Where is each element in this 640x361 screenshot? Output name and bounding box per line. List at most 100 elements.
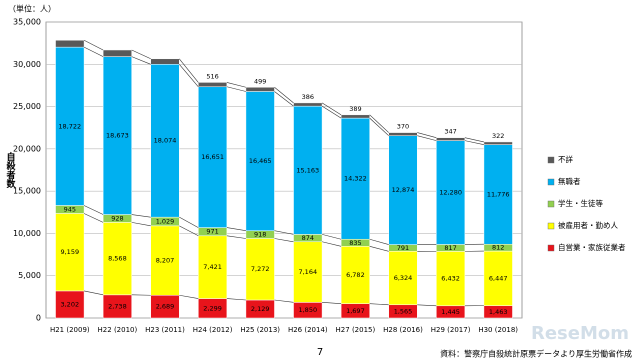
value-label: 874	[302, 234, 314, 242]
value-label: 1,445	[441, 308, 460, 316]
bar-segment	[198, 82, 228, 88]
value-label: 389	[349, 105, 361, 113]
page-number: 7	[317, 347, 323, 358]
y-tick-label: 25,000	[13, 102, 41, 111]
series-line	[274, 87, 294, 104]
value-label: 9,159	[60, 248, 79, 256]
series-line	[226, 227, 246, 232]
series-line	[464, 140, 484, 145]
legend-swatch	[547, 244, 555, 252]
x-tick-label: H25 (2013)	[240, 326, 280, 334]
series-line	[274, 230, 294, 235]
value-label: 971	[206, 228, 218, 236]
value-label: 12,874	[392, 186, 415, 194]
series-line	[322, 302, 342, 304]
series-line	[321, 105, 342, 119]
bar-segment	[55, 290, 85, 319]
unit-label: （単位：人）	[8, 4, 56, 14]
bar-segment	[245, 87, 275, 92]
series-line	[83, 39, 104, 51]
legend-label: 学生・生徒等	[558, 198, 603, 208]
legend-label: 被雇用者・勤め人	[558, 220, 618, 230]
value-label: 835	[349, 239, 361, 247]
value-label: 3,202	[60, 300, 79, 308]
series-line	[274, 238, 294, 243]
value-label: 1,850	[298, 306, 317, 314]
bar-segment	[293, 102, 323, 107]
bar-segment	[483, 141, 513, 145]
legend-label: 無職者	[558, 176, 581, 186]
x-tick-label: H22 (2010)	[98, 326, 138, 334]
series-line	[417, 304, 437, 307]
series-line	[131, 56, 151, 65]
series-line	[322, 234, 342, 240]
value-label: 11,776	[487, 190, 510, 198]
y-tick-label: 30,000	[13, 60, 41, 69]
value-label: 16,651	[201, 153, 224, 161]
x-tick-label: H24 (2012)	[193, 326, 233, 334]
bar-segment	[150, 64, 180, 218]
series-line	[274, 91, 294, 107]
series-line	[131, 222, 151, 227]
bar-segment	[55, 39, 85, 48]
series-line	[369, 303, 389, 306]
bar-segment	[340, 117, 370, 240]
value-label: 14,322	[344, 175, 367, 183]
bar-segment	[340, 246, 370, 304]
y-tick-label: 20,000	[13, 144, 41, 153]
value-label: 1,463	[489, 308, 508, 316]
value-label: 15,163	[296, 166, 319, 174]
value-label: 783	[111, 40, 123, 48]
value-label: 1,565	[394, 307, 413, 315]
bar-segment	[55, 213, 85, 292]
value-label: 516	[206, 72, 218, 80]
value-label: 499	[254, 77, 266, 85]
bar-segment	[245, 91, 275, 231]
value-label: 2,299	[203, 304, 222, 312]
value-label: 2,129	[251, 305, 270, 313]
value-label: 791	[397, 244, 409, 252]
y-tick-label: 35,000	[13, 18, 41, 27]
series-line	[226, 86, 246, 92]
bar-segment	[436, 137, 466, 141]
series-line	[179, 225, 199, 237]
bar-segment	[483, 144, 513, 245]
bar-segment	[55, 46, 85, 206]
series-line	[369, 117, 389, 136]
value-label: 6,324	[394, 274, 413, 282]
value-label: 12,280	[439, 189, 462, 197]
value-label: 7,272	[251, 265, 270, 273]
value-label: 2,689	[156, 303, 175, 311]
x-tick-label: H26 (2014)	[288, 326, 328, 334]
value-label: 812	[492, 244, 504, 252]
bar-segment	[102, 56, 132, 215]
value-label: 817	[64, 30, 76, 38]
x-tick-label: H23 (2011)	[145, 326, 185, 334]
value-label: 18,074	[154, 137, 177, 145]
value-label: 817	[444, 244, 456, 252]
value-label: 347	[444, 128, 456, 136]
value-label: 16,465	[249, 157, 272, 165]
series-line	[131, 214, 151, 218]
series-line	[179, 64, 199, 87]
value-label: 322	[492, 132, 504, 140]
series-line	[83, 46, 104, 57]
bar-segment	[102, 49, 132, 57]
value-label: 6,432	[441, 275, 460, 283]
bar-segment	[198, 235, 228, 299]
bar-segment	[340, 114, 370, 119]
bar-segment	[102, 222, 132, 296]
value-label: 6,782	[346, 271, 365, 279]
series-line	[179, 58, 199, 83]
value-label: 18,673	[106, 132, 129, 140]
legend-swatch	[547, 222, 555, 230]
series-line	[417, 132, 437, 138]
value-label: 1,697	[346, 307, 365, 315]
series-line	[369, 238, 389, 245]
value-label: 8,207	[156, 257, 175, 265]
series-line	[417, 135, 437, 141]
bar-segment	[198, 86, 228, 228]
series-line	[322, 241, 342, 247]
legend-swatch	[547, 178, 555, 186]
